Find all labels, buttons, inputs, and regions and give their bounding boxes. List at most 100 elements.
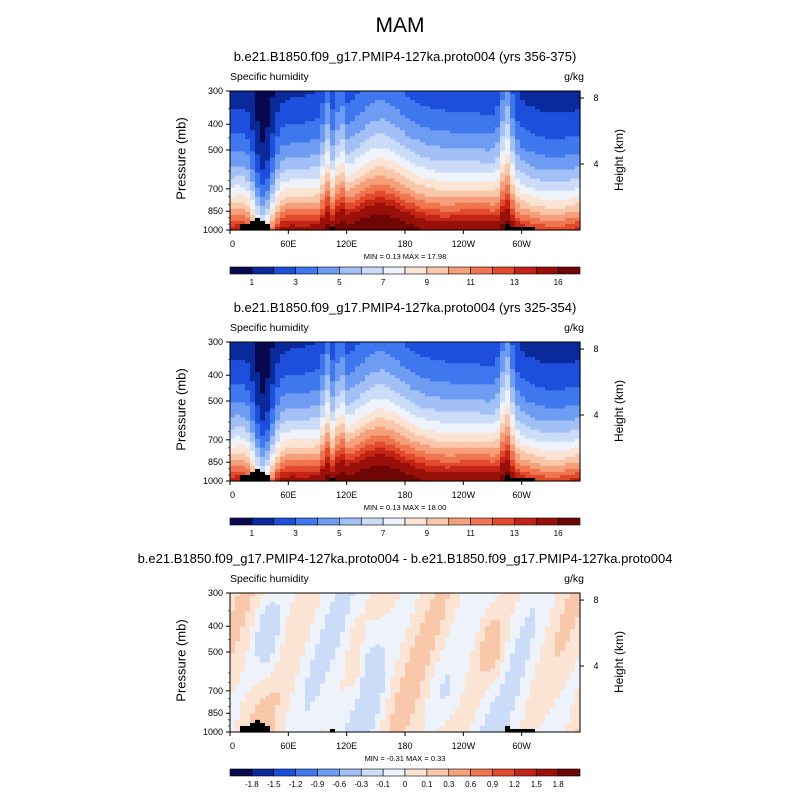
- field-cell: [515, 354, 521, 358]
- field-cell: [290, 190, 296, 195]
- field-cell: [520, 342, 526, 346]
- field-cell: [265, 214, 271, 219]
- field-cell: [570, 118, 576, 122]
- field-cell: [390, 157, 396, 162]
- field-cell: [315, 396, 321, 401]
- field-cell: [260, 148, 266, 153]
- field-cell: [375, 94, 381, 98]
- field-cell: [395, 214, 401, 219]
- field-cell: [400, 154, 406, 159]
- field-cell: [325, 124, 331, 128]
- field-cell: [475, 390, 481, 394]
- field-cell: [325, 345, 331, 349]
- field-cell: [345, 375, 351, 379]
- field-cell: [545, 196, 551, 201]
- field-cell: [300, 414, 306, 419]
- field-cell: [320, 196, 326, 201]
- field-cell: [390, 127, 396, 131]
- field-cell: [490, 94, 496, 98]
- field-cell: [520, 405, 526, 410]
- field-cell: [260, 372, 266, 376]
- field-cell: [250, 342, 256, 346]
- field-cell: [420, 127, 426, 131]
- field-cell: [570, 130, 576, 134]
- field-cell: [235, 217, 241, 222]
- field-cell: [485, 396, 491, 401]
- field-cell: [570, 115, 576, 119]
- field-cell: [515, 151, 521, 156]
- field-cell: [485, 118, 491, 122]
- field-cell: [275, 220, 281, 225]
- field-cell: [465, 202, 471, 207]
- field-cell: [460, 103, 466, 107]
- field-cell: [375, 142, 381, 146]
- field-cell: [505, 121, 511, 125]
- field-cell: [410, 348, 416, 352]
- field-cell: [445, 354, 451, 358]
- field-cell: [450, 214, 456, 219]
- field-cell: [420, 193, 426, 198]
- field-cell: [315, 357, 321, 361]
- field-cell: [415, 205, 421, 210]
- field-cell: [545, 151, 551, 156]
- field-cell: [245, 166, 251, 171]
- field-cell: [365, 181, 371, 186]
- field-cell: [555, 351, 561, 355]
- field-cell: [335, 226, 341, 231]
- field-cell: [515, 172, 521, 177]
- field-cell: [280, 154, 286, 159]
- field-cell: [465, 112, 471, 116]
- field-cell: [450, 91, 456, 95]
- field-cell: [450, 103, 456, 107]
- field-cell: [310, 91, 316, 95]
- field-cell: [515, 411, 521, 416]
- field-cell: [495, 405, 501, 410]
- field-cell: [450, 184, 456, 189]
- field-cell: [445, 226, 451, 231]
- field-cell: [310, 354, 316, 358]
- field-cell: [305, 190, 311, 195]
- field-cell: [565, 154, 571, 159]
- field-cell: [280, 384, 286, 388]
- field-cell: [325, 348, 331, 352]
- field-cell: [315, 157, 321, 162]
- field-cell: [540, 169, 546, 174]
- field-cell: [290, 408, 296, 413]
- field-cell: [565, 157, 571, 162]
- field-cell: [520, 366, 526, 370]
- field-cell: [415, 369, 421, 373]
- field-cell: [540, 103, 546, 107]
- field-cell: [245, 408, 251, 413]
- field-cell: [300, 106, 306, 110]
- field-cell: [415, 121, 421, 125]
- field-cell: [275, 151, 281, 156]
- field-cell: [255, 223, 261, 228]
- field-cell: [245, 130, 251, 134]
- field-cell: [435, 169, 441, 174]
- field-cell: [370, 100, 376, 104]
- field-cell: [320, 97, 326, 101]
- field-cell: [315, 399, 321, 404]
- field-cell: [465, 184, 471, 189]
- field-cell: [455, 217, 461, 222]
- field-cell: [235, 405, 241, 410]
- field-cell: [290, 375, 296, 379]
- field-cell: [330, 366, 336, 370]
- field-cell: [320, 91, 326, 95]
- field-cell: [440, 360, 446, 364]
- field-cell: [505, 97, 511, 101]
- field-cell: [285, 211, 291, 216]
- field-cell: [525, 381, 531, 385]
- field-cell: [475, 193, 481, 198]
- field-cell: [265, 199, 271, 204]
- field-cell: [380, 405, 386, 410]
- field-cell: [345, 157, 351, 162]
- field-cell: [410, 217, 416, 222]
- field-cell: [495, 145, 501, 150]
- field-cell: [240, 136, 246, 140]
- field-cell: [290, 172, 296, 177]
- field-cell: [250, 405, 256, 410]
- field-cell: [485, 217, 491, 222]
- field-cell: [345, 360, 351, 364]
- field-cell: [555, 139, 561, 143]
